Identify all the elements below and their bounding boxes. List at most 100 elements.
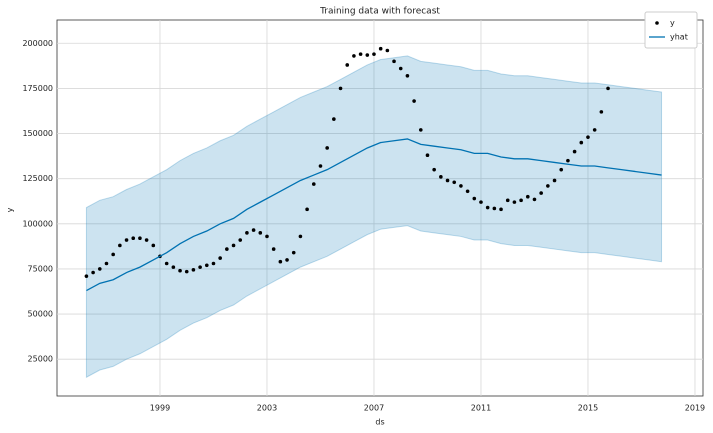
data-point [385, 48, 390, 53]
data-point [358, 52, 363, 56]
data-point [231, 243, 236, 248]
data-point [271, 247, 276, 251]
data-point [198, 265, 202, 269]
data-point [445, 178, 450, 183]
data-point [519, 198, 523, 203]
data-point [546, 184, 550, 188]
data-point [378, 46, 383, 51]
data-point [352, 54, 356, 58]
data-point [372, 52, 376, 56]
data-point [178, 268, 182, 273]
y-tick-label: 50000 [28, 310, 53, 319]
data-point [225, 247, 229, 251]
data-point [418, 128, 423, 132]
data-point [211, 261, 216, 266]
data-point [566, 158, 570, 163]
data-point [459, 184, 463, 188]
data-point [338, 86, 343, 91]
chart-title: Training data with forecast [319, 7, 440, 17]
data-point [559, 167, 564, 172]
data-point [278, 259, 283, 264]
data-point [485, 205, 490, 210]
x-axis-label: ds [375, 418, 384, 427]
legend-label: yhat [670, 33, 688, 42]
data-point [599, 110, 604, 114]
data-point [131, 236, 136, 241]
data-point [552, 178, 557, 183]
data-point [184, 269, 189, 274]
data-point [318, 164, 323, 168]
data-point [606, 86, 610, 91]
data-point [204, 263, 209, 268]
y-tick-label: 200000 [22, 39, 53, 48]
x-tick-label: 2011 [471, 404, 491, 413]
data-point [472, 196, 477, 201]
data-point [539, 191, 543, 195]
data-point [285, 258, 289, 262]
y-tick-label: 25000 [28, 355, 53, 364]
x-tick-label: 2015 [578, 404, 598, 413]
data-point [311, 182, 316, 186]
data-point [499, 207, 503, 212]
data-point [439, 175, 443, 179]
x-tick-label: 2007 [364, 404, 384, 413]
data-point [84, 274, 89, 278]
data-point [171, 265, 176, 269]
data-point [97, 267, 102, 271]
y-tick-label: 100000 [22, 219, 53, 228]
legend-marker [655, 21, 659, 25]
data-point [579, 140, 584, 145]
data-point [532, 197, 537, 202]
data-point [592, 128, 597, 132]
data-point [525, 194, 530, 199]
data-point [258, 231, 263, 235]
data-point [118, 243, 122, 248]
x-tick-label: 1999 [150, 404, 170, 413]
data-point [191, 268, 196, 272]
x-tick-label: 2003 [257, 404, 277, 413]
data-point [392, 59, 396, 64]
data-point [432, 167, 436, 172]
data-point [572, 149, 577, 154]
y-tick-label: 125000 [22, 174, 53, 183]
legend-label: y [670, 19, 675, 28]
line [86, 138, 662, 292]
data-point [412, 99, 416, 103]
data-point [91, 270, 95, 275]
data-point [332, 117, 336, 121]
data-point [452, 180, 457, 185]
data-point [104, 261, 109, 266]
data-point [345, 63, 350, 67]
data-point [425, 153, 430, 158]
x-tick-label: 2019 [685, 404, 705, 413]
data-point [238, 238, 243, 242]
data-point [298, 234, 303, 239]
data-point [291, 250, 296, 255]
data-point [586, 135, 590, 139]
data-point [151, 243, 156, 248]
y-tick-label: 75000 [28, 264, 53, 273]
data-point [138, 236, 142, 241]
data-point [144, 238, 149, 242]
data-point [265, 234, 269, 239]
y-tick-label: 175000 [22, 84, 53, 93]
data-point [305, 207, 309, 212]
data-point [124, 238, 129, 242]
y-axis-label: y [6, 207, 15, 212]
uncertainty-band [85, 55, 663, 379]
plot-area [56, 19, 704, 397]
data-point [245, 231, 249, 235]
data-point [465, 189, 470, 194]
data-point [405, 73, 410, 78]
y-tick-label: 150000 [22, 129, 53, 138]
legend: y yhat [644, 11, 698, 49]
data-point [398, 66, 403, 71]
data-point [111, 252, 115, 257]
data-point [492, 206, 497, 211]
data-point [512, 200, 517, 204]
data-point [164, 261, 169, 266]
data-point [218, 256, 222, 260]
data-point [505, 198, 510, 203]
